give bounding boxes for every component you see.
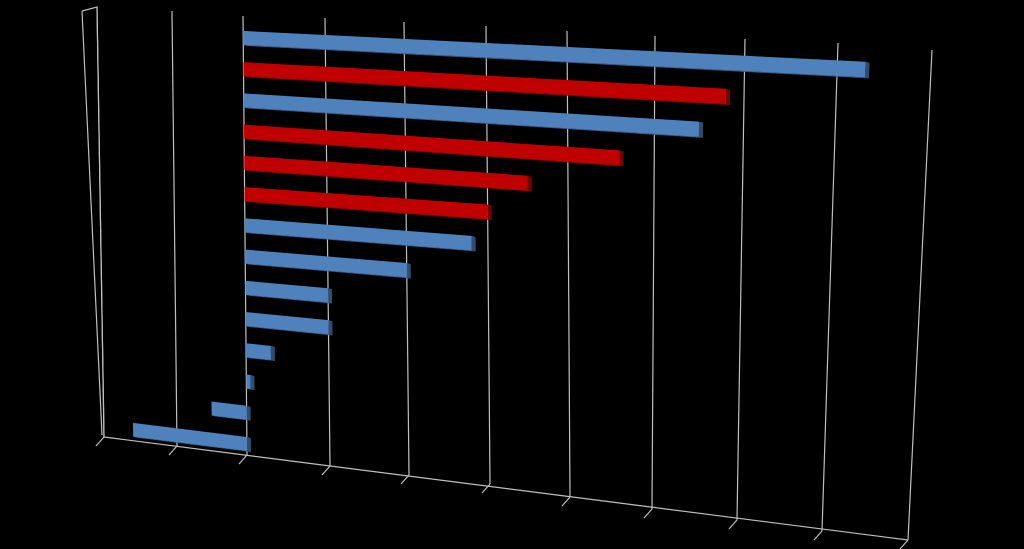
bar-end-face: [406, 263, 411, 279]
floor-edge: [103, 436, 909, 541]
bar-front-face: [244, 187, 488, 220]
bar: [245, 280, 333, 304]
bar-end-face: [328, 288, 333, 304]
bar-bottom-face: [243, 76, 731, 106]
bar: [244, 187, 492, 221]
bar-end-face: [619, 150, 624, 167]
gridline: [242, 15, 248, 456]
bar-front-face: [245, 343, 271, 361]
bar-end-face: [726, 88, 731, 106]
floor-tick: [321, 465, 331, 476]
bar-front-face: [243, 30, 866, 78]
bar-end-face: [328, 320, 333, 336]
bar-front-face: [245, 280, 329, 303]
bar-front-face: [245, 312, 329, 335]
gridline: [485, 25, 491, 485]
left-wall-front-edge: [81, 10, 103, 436]
bar-front-face: [244, 218, 472, 251]
bar-bottom-face: [246, 388, 255, 391]
gridline: [324, 17, 331, 467]
bar: [245, 249, 411, 279]
gridline: [651, 35, 656, 510]
bar-end-face: [246, 405, 251, 421]
bar: [244, 218, 476, 252]
floor-tick: [561, 496, 571, 507]
bar: [132, 422, 251, 453]
bar-end-face: [246, 437, 251, 453]
bar: [245, 343, 275, 362]
floor-tick: [813, 530, 823, 541]
bar: [243, 30, 870, 79]
floor-tick: [899, 539, 909, 549]
left-wall-edge: [81, 6, 105, 438]
bar-end-face: [527, 175, 532, 192]
bar-front-face: [243, 124, 620, 166]
gridline: [821, 42, 839, 532]
bar-front-face: [245, 249, 407, 278]
bar-end-face: [250, 374, 255, 391]
bar-front-face: [211, 401, 247, 420]
bar-bottom-face: [243, 44, 869, 79]
bar-bottom-face: [244, 201, 492, 221]
bar-bottom-face: [244, 169, 532, 192]
bar: [244, 155, 532, 192]
bar-bottom-face: [244, 232, 476, 252]
floor-tick: [643, 508, 653, 519]
bar: [246, 374, 255, 391]
bar-bottom-face: [243, 107, 703, 138]
bar-front-face: [243, 93, 700, 137]
grid-layer: [81, 6, 933, 549]
bar-bottom-face: [246, 357, 275, 362]
bar: [245, 312, 333, 336]
gridline: [907, 49, 933, 541]
bar-bottom-face: [245, 294, 333, 304]
bars-layer: [132, 30, 870, 453]
gridline: [171, 10, 178, 447]
bar: [243, 93, 704, 138]
gridline: [736, 38, 746, 521]
floor-tick: [168, 445, 178, 456]
bar: [243, 124, 624, 167]
bar-end-face: [698, 121, 704, 138]
bar-bottom-face: [245, 263, 411, 279]
bar-end-face: [471, 235, 476, 252]
bar-bottom-face: [245, 326, 333, 336]
floor-tick: [481, 483, 491, 494]
gridline: [403, 21, 410, 476]
bar-front-face: [132, 422, 247, 452]
bar: [211, 401, 251, 421]
bar-bottom-face: [244, 138, 624, 167]
floor-tick: [95, 436, 105, 447]
bar-bottom-face: [211, 415, 251, 421]
gridline: [566, 30, 571, 498]
bar: [243, 62, 731, 106]
bar-end-face: [487, 204, 492, 221]
floor-tick: [238, 454, 248, 465]
bar-end-face: [270, 345, 275, 362]
bar-bottom-face: [133, 436, 251, 453]
bar-front-face: [244, 155, 528, 191]
floor-tick: [728, 519, 738, 530]
bar-front-face: [243, 62, 727, 105]
bar-end-face: [864, 61, 870, 79]
bar-front-face: [246, 374, 251, 390]
